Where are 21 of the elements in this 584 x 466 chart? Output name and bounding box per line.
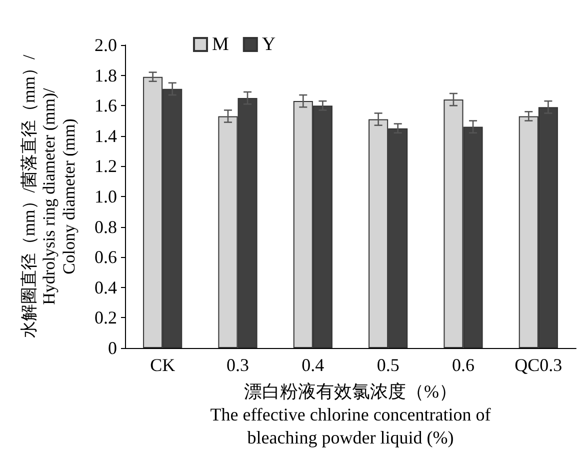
x-axis-title: 漂白粉液有效氯浓度（%） The effective chlorine concentration of bleaching powder liquid (%) — [210, 382, 491, 448]
legend-label: Y — [262, 34, 276, 55]
x-tick-label: 0.3 — [226, 355, 249, 375]
x-tick-label: QC0.3 — [514, 355, 562, 375]
x-tick-label: 0.4 — [302, 355, 324, 375]
y-tick-label: 1.0 — [94, 186, 117, 206]
y-tick-label: 1.2 — [94, 156, 117, 176]
y-tick-label: 0 — [108, 338, 117, 358]
y-axis-title: 水解圈直径（mm）/菌落直径（mm）/ Hydrolysis ring diameter (mm)/ Colony diameter (mm) — [20, 54, 78, 338]
y-tick-label: 0.2 — [94, 308, 117, 328]
y-tick-label: 1.4 — [94, 126, 117, 146]
x-tick-label: 0.6 — [452, 355, 474, 375]
y-tick-label: 1.8 — [94, 65, 117, 86]
x-tick-label: CK — [150, 355, 176, 375]
y-tick-label: 0.8 — [94, 216, 117, 237]
y-tick-label: 0.6 — [94, 247, 117, 268]
y-tick-label: 1.6 — [94, 96, 117, 116]
x-tick-label: 0.5 — [376, 355, 400, 375]
y-tick-label: 0.4 — [94, 277, 117, 298]
legend-label: M — [212, 34, 229, 55]
y-tick-label: 2.0 — [94, 35, 117, 55]
